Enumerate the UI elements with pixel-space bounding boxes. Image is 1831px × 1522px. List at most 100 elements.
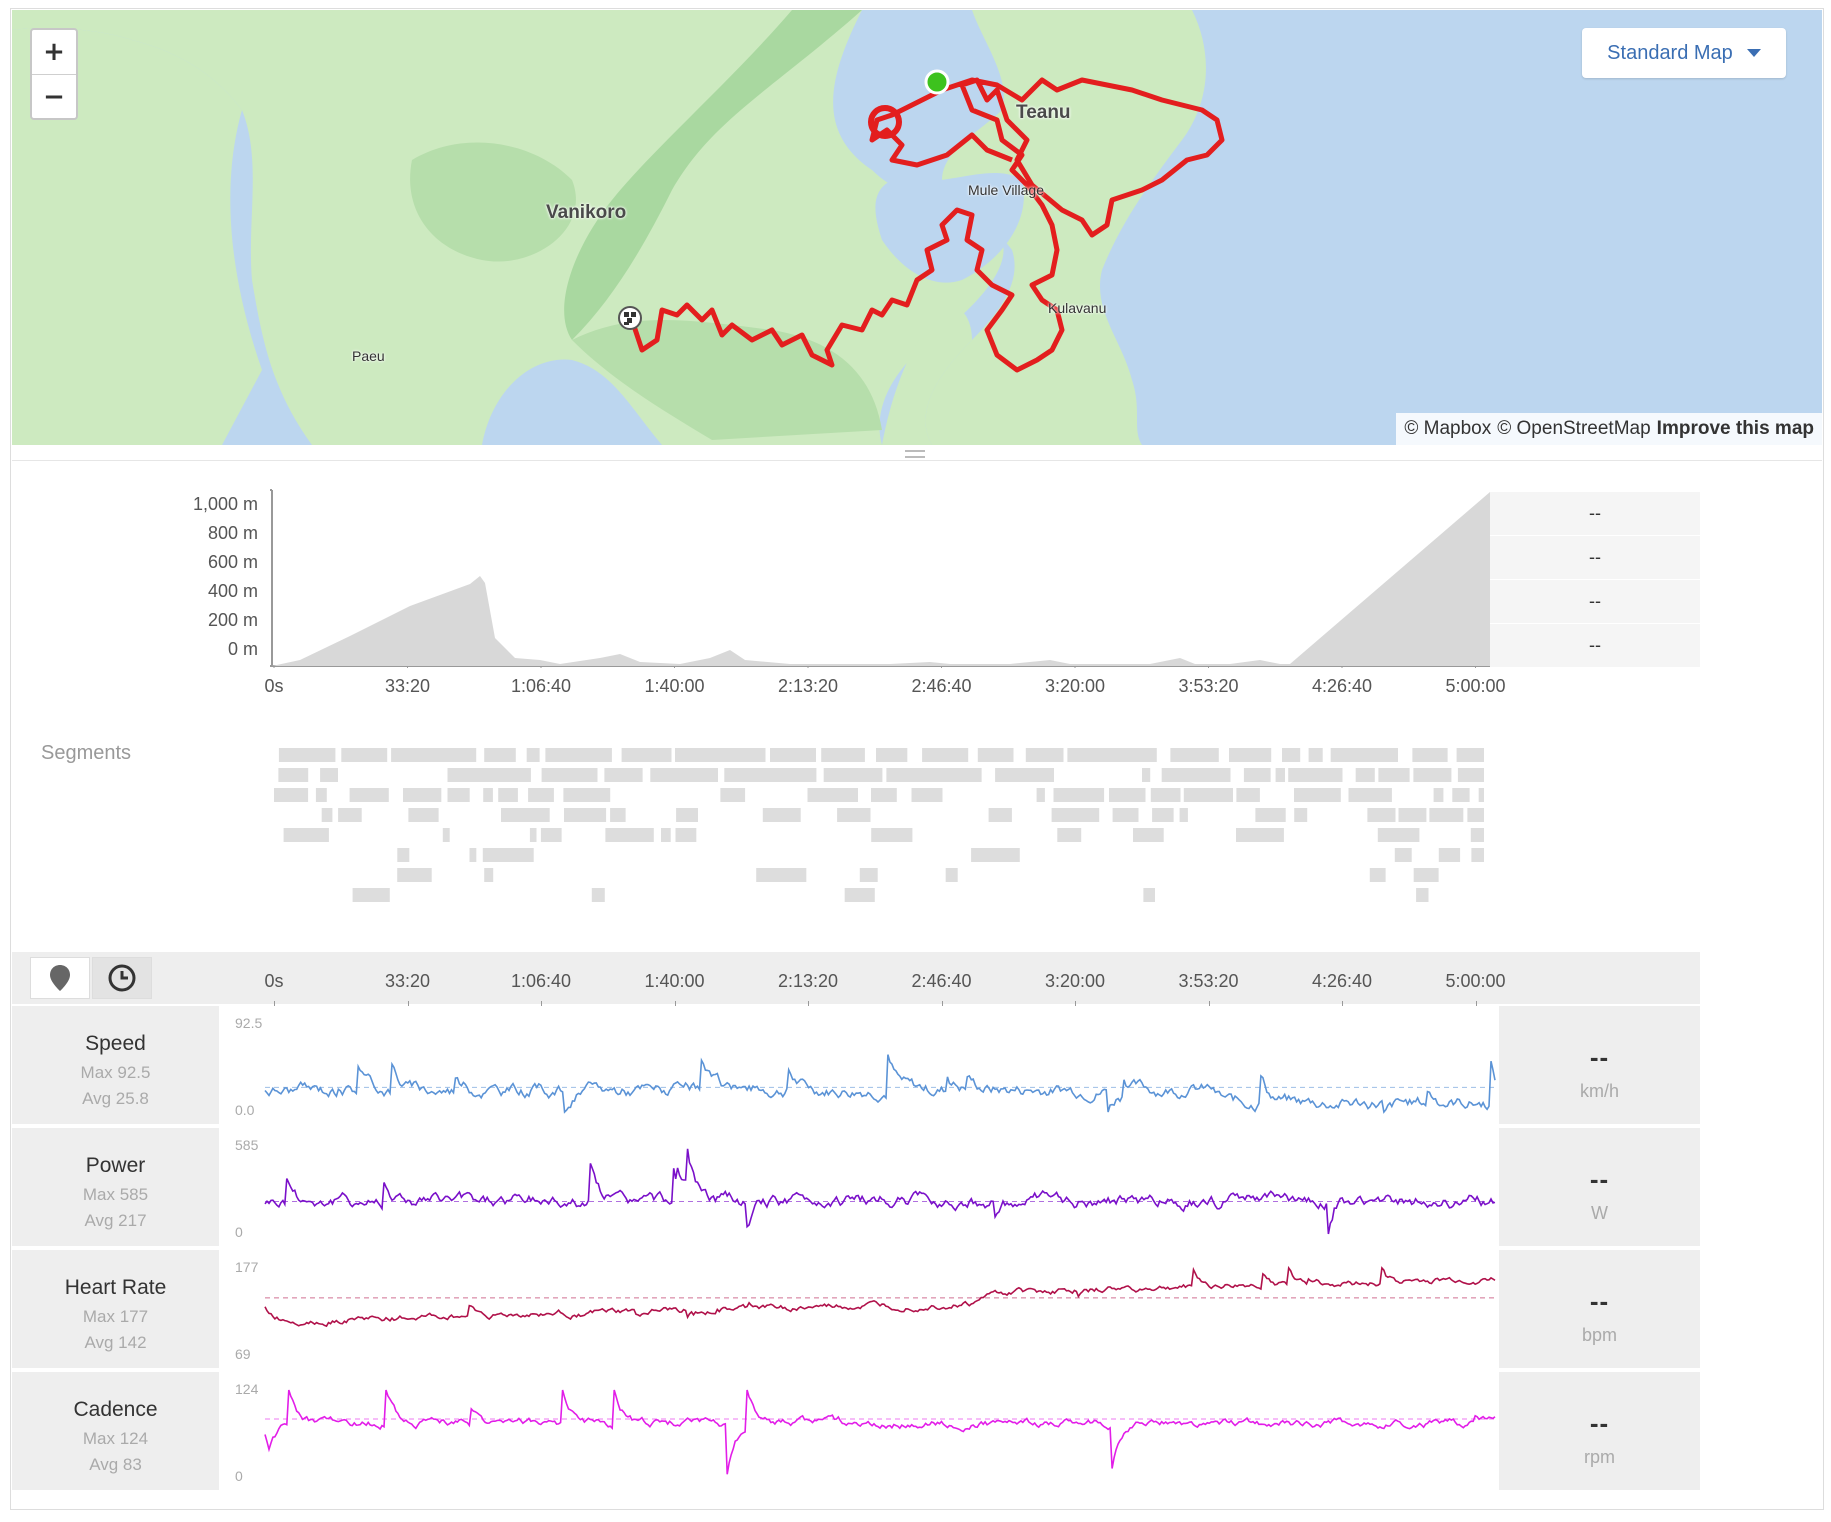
segment-bar[interactable] bbox=[442, 828, 450, 842]
segment-bar[interactable] bbox=[1412, 748, 1448, 762]
segment-bar[interactable] bbox=[675, 748, 766, 762]
segment-bar[interactable] bbox=[563, 788, 611, 802]
segment-bar[interactable] bbox=[321, 808, 333, 822]
distance-mode-button[interactable] bbox=[30, 957, 90, 999]
segment-bar[interactable] bbox=[1183, 788, 1233, 802]
segment-bar[interactable] bbox=[1143, 888, 1155, 902]
segment-bar[interactable] bbox=[859, 868, 878, 882]
segment-bar[interactable] bbox=[844, 888, 875, 902]
map-type-dropdown[interactable]: Standard Map bbox=[1582, 28, 1786, 78]
segments-chart[interactable] bbox=[270, 748, 1490, 928]
segment-bar[interactable] bbox=[408, 808, 439, 822]
segment-bar[interactable] bbox=[756, 868, 807, 882]
segment-bar[interactable] bbox=[837, 808, 871, 822]
segment-bar[interactable] bbox=[661, 828, 671, 842]
segment-bar[interactable] bbox=[1057, 828, 1082, 842]
segment-bar[interactable] bbox=[1433, 788, 1444, 802]
segment-bar[interactable] bbox=[1170, 748, 1219, 762]
segment-bar[interactable] bbox=[1179, 808, 1188, 822]
segment-bar[interactable] bbox=[341, 748, 388, 762]
segment-bar[interactable] bbox=[1288, 768, 1343, 782]
segment-bar[interactable] bbox=[1369, 868, 1386, 882]
segment-bar[interactable] bbox=[1394, 848, 1412, 862]
segment-bar[interactable] bbox=[591, 888, 605, 902]
segment-bar[interactable] bbox=[315, 788, 327, 802]
segment-bar[interactable] bbox=[320, 768, 338, 782]
segment-bar[interactable] bbox=[482, 848, 534, 862]
zoom-out-button[interactable]: − bbox=[32, 74, 76, 118]
segment-bar[interactable] bbox=[541, 768, 598, 782]
segment-bar[interactable] bbox=[528, 788, 554, 802]
segment-bar[interactable] bbox=[807, 788, 859, 802]
segment-bar[interactable] bbox=[540, 828, 562, 842]
stream-plot[interactable]: 124 0 bbox=[219, 1372, 1499, 1490]
segment-bar[interactable] bbox=[1330, 748, 1398, 762]
segment-bar[interactable] bbox=[278, 748, 336, 762]
segment-bar[interactable] bbox=[1150, 788, 1181, 802]
segment-bar[interactable] bbox=[871, 788, 897, 802]
segment-bar[interactable] bbox=[1413, 768, 1452, 782]
segment-bar[interactable] bbox=[1255, 808, 1286, 822]
segment-bar[interactable] bbox=[403, 788, 442, 802]
segment-bar[interactable] bbox=[278, 768, 309, 782]
segment-bar[interactable] bbox=[1367, 808, 1396, 822]
segment-bar[interactable] bbox=[676, 808, 698, 822]
segment-bar[interactable] bbox=[529, 828, 537, 842]
segment-bar[interactable] bbox=[1457, 768, 1484, 782]
time-mode-button[interactable] bbox=[92, 957, 152, 999]
segment-bar[interactable] bbox=[274, 788, 309, 802]
segment-bar[interactable] bbox=[1282, 748, 1301, 762]
segment-bar[interactable] bbox=[526, 748, 540, 762]
segment-bar[interactable] bbox=[1236, 828, 1284, 842]
segment-bar[interactable] bbox=[977, 748, 1014, 762]
zoom-in-button[interactable]: + bbox=[32, 30, 76, 74]
segment-bar[interactable] bbox=[621, 748, 672, 762]
segment-bar[interactable] bbox=[922, 748, 969, 762]
segment-bar[interactable] bbox=[911, 788, 943, 802]
segment-bar[interactable] bbox=[483, 788, 493, 802]
segment-bar[interactable] bbox=[823, 768, 883, 782]
segment-bar[interactable] bbox=[484, 748, 516, 762]
segment-bar[interactable] bbox=[397, 848, 410, 862]
segment-bar[interactable] bbox=[1478, 788, 1484, 802]
segment-bar[interactable] bbox=[1142, 768, 1151, 782]
segment-bar[interactable] bbox=[871, 828, 913, 842]
segment-bar[interactable] bbox=[391, 748, 477, 762]
segment-bar[interactable] bbox=[1378, 768, 1410, 782]
segment-bar[interactable] bbox=[605, 828, 654, 842]
segment-bar[interactable] bbox=[1348, 788, 1392, 802]
segment-bar[interactable] bbox=[650, 768, 718, 782]
segment-bar[interactable] bbox=[397, 868, 432, 882]
improve-map-link[interactable]: Improve this map bbox=[1656, 418, 1814, 439]
segment-bar[interactable] bbox=[770, 748, 816, 762]
segment-bar[interactable] bbox=[1413, 868, 1439, 882]
segment-bar[interactable] bbox=[283, 828, 329, 842]
segment-bar[interactable] bbox=[349, 788, 389, 802]
segment-bar[interactable] bbox=[1470, 828, 1484, 842]
segment-bar[interactable] bbox=[1398, 808, 1427, 822]
stream-plot[interactable]: 92.5 0.0 bbox=[219, 1006, 1499, 1124]
segment-bar[interactable] bbox=[988, 808, 1012, 822]
segment-bar[interactable] bbox=[1377, 828, 1420, 842]
segment-bar[interactable] bbox=[724, 768, 817, 782]
segment-bar[interactable] bbox=[352, 888, 390, 902]
segment-bar[interactable] bbox=[1294, 788, 1341, 802]
segment-bar[interactable] bbox=[1025, 748, 1064, 762]
segment-bar[interactable] bbox=[564, 808, 607, 822]
segment-bar[interactable] bbox=[610, 808, 626, 822]
segment-bar[interactable] bbox=[1467, 808, 1484, 822]
mapbox-attribution-link[interactable]: © Mapbox bbox=[1404, 418, 1492, 439]
segment-bar[interactable] bbox=[945, 868, 958, 882]
segment-bar[interactable] bbox=[1152, 808, 1174, 822]
segment-bar[interactable] bbox=[1275, 768, 1285, 782]
segment-bar[interactable] bbox=[1067, 748, 1157, 762]
segment-bar[interactable] bbox=[971, 848, 1020, 862]
stream-plot[interactable]: 585 0 bbox=[219, 1128, 1499, 1246]
segment-bar[interactable] bbox=[484, 868, 494, 882]
segment-bar[interactable] bbox=[545, 748, 612, 762]
segment-bar[interactable] bbox=[447, 768, 531, 782]
stream-plot[interactable]: 177 69 bbox=[219, 1250, 1499, 1368]
segment-bar[interactable] bbox=[1133, 828, 1164, 842]
elevation-chart[interactable] bbox=[270, 488, 1490, 668]
segment-bar[interactable] bbox=[720, 788, 746, 802]
